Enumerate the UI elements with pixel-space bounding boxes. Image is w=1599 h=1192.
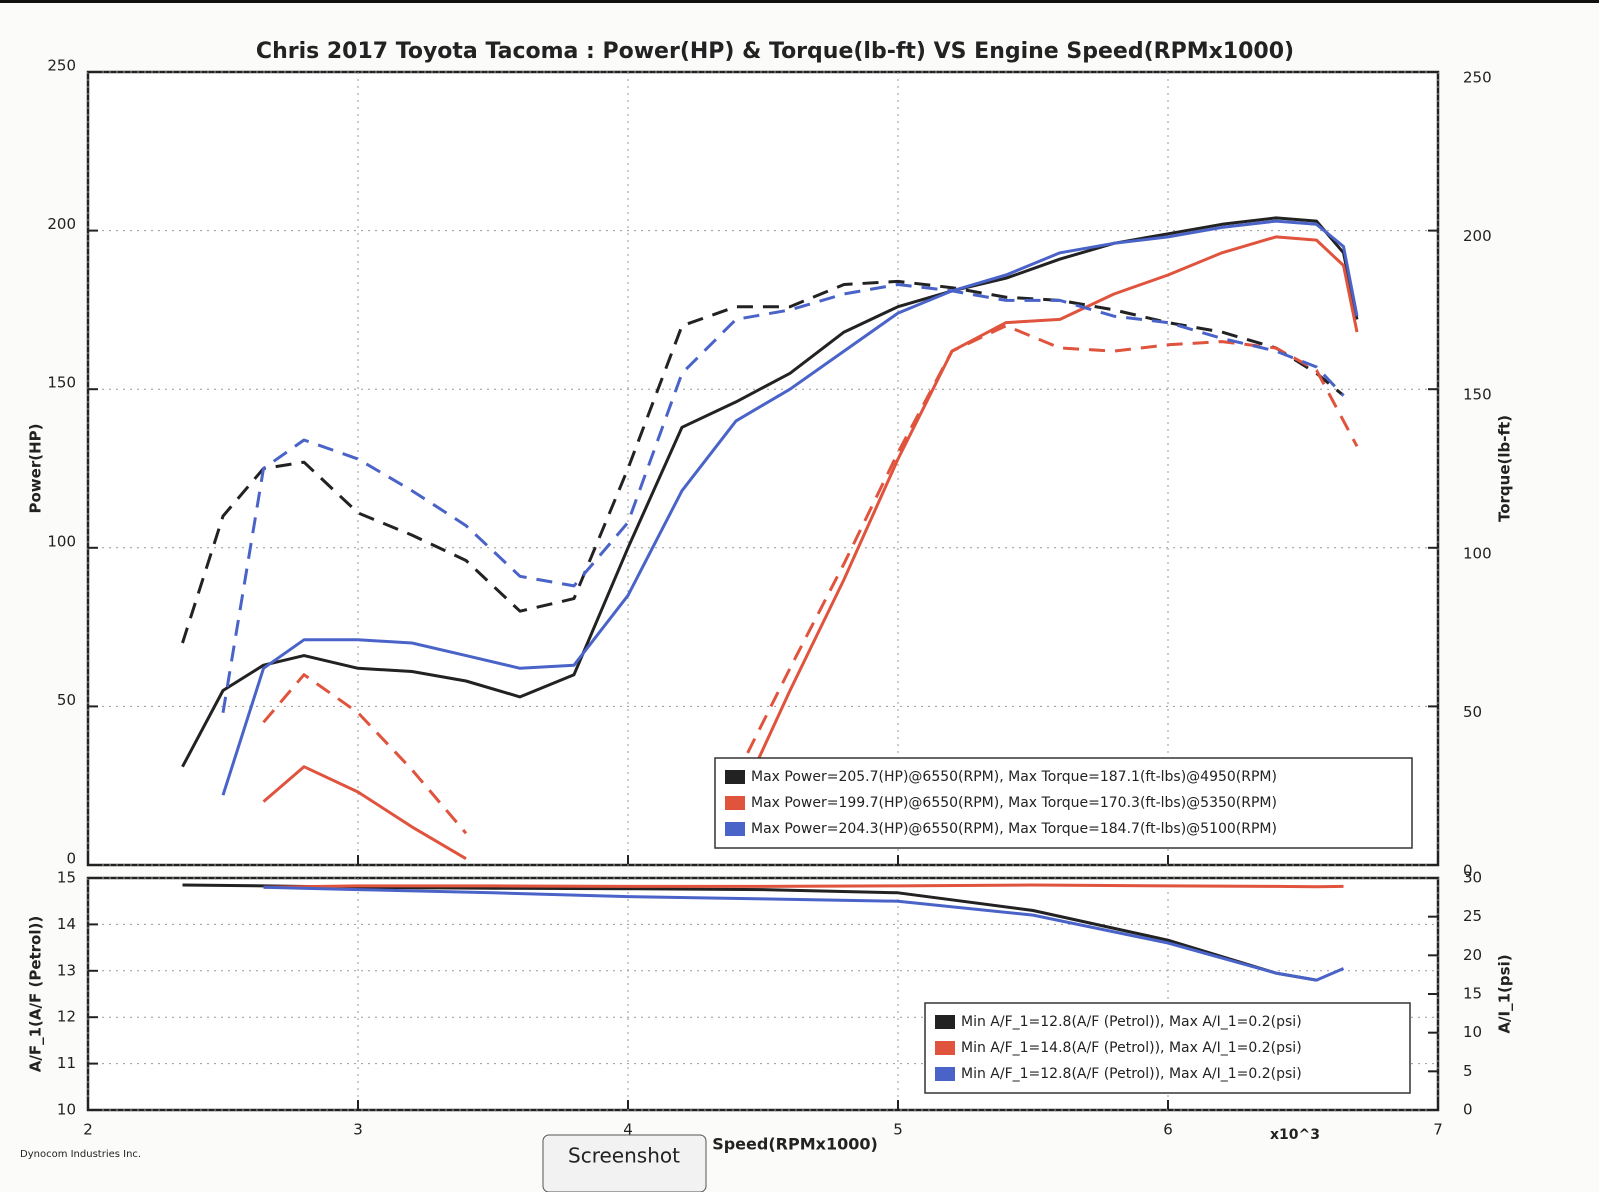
y-axis-label: A/F_1(A/F (Petrol))	[27, 916, 45, 1072]
legend-label: Min A/F_1=14.8(A/F (Petrol)), Max A/I_1=…	[961, 1040, 1302, 1056]
y2-tick-label: 10	[1463, 1023, 1482, 1041]
y-tick-label: 12	[57, 1008, 76, 1026]
y-tick-label: 250	[47, 57, 76, 75]
legend-label: Min A/F_1=12.8(A/F (Petrol)), Max A/I_1=…	[961, 1014, 1302, 1030]
y2-tick-label: 250	[1463, 69, 1492, 87]
line	[263, 885, 1345, 982]
y-tick-label: 100	[47, 532, 76, 550]
screenshot-button[interactable]: Screenshot	[542, 1134, 707, 1192]
line	[262, 235, 1359, 860]
x-tick-label: 7	[1433, 1121, 1443, 1139]
y-tick-label: 150	[47, 374, 76, 392]
legend-swatch	[725, 770, 745, 784]
legend-label: Max Power=199.7(HP)@6550(RPM), Max Torqu…	[751, 795, 1277, 811]
x-tick-label: 2	[83, 1121, 93, 1139]
x-tick-label: 4	[623, 1121, 633, 1139]
button-frame[interactable]	[542, 1134, 707, 1192]
y2-tick-label: 50	[1463, 703, 1482, 721]
legend-swatch	[725, 822, 745, 836]
y-tick-label: 11	[57, 1054, 76, 1072]
y2-tick-label: 25	[1463, 907, 1482, 925]
y-tick-label: 200	[47, 215, 76, 233]
legend-label: Max Power=204.3(HP)@6550(RPM), Max Torqu…	[751, 821, 1277, 837]
y2-axis-label: A/I_1(psi)	[1496, 954, 1514, 1033]
x-tick-label: 3	[353, 1121, 363, 1139]
y-tick-label: 10	[57, 1101, 76, 1119]
top-border	[0, 0, 1599, 3]
legend-swatch	[725, 796, 745, 810]
legend-label: Min A/F_1=12.8(A/F (Petrol)), Max A/I_1=…	[961, 1066, 1302, 1082]
legend-swatch	[935, 1067, 955, 1081]
legend-frame	[924, 1002, 1411, 1094]
legend-label: Max Power=205.7(HP)@6550(RPM), Max Torqu…	[751, 769, 1277, 785]
y2-tick-label: 20	[1463, 946, 1482, 964]
torque-line	[262, 324, 1359, 835]
torque-line	[221, 283, 1345, 713]
y2-tick-label: 5	[1463, 1062, 1473, 1080]
x-tick-label: 6	[1163, 1121, 1173, 1139]
y2-tick-label: 100	[1463, 544, 1492, 562]
y-tick-label: 0	[66, 850, 76, 868]
y2-tick-label: 30	[1463, 869, 1482, 887]
line	[221, 219, 1359, 796]
y2-tick-label: 0	[1463, 862, 1473, 880]
y2-tick-label: 0	[1463, 1101, 1473, 1119]
torque-line	[181, 279, 1345, 644]
line	[181, 216, 1359, 768]
y-tick-label: 14	[57, 915, 76, 933]
legend-swatch	[935, 1041, 955, 1055]
chart-title: Chris 2017 Toyota Tacoma : Power(HP) & T…	[256, 39, 1294, 64]
y-tick-label: 15	[57, 869, 76, 887]
y2-tick-label: 15	[1463, 985, 1482, 1003]
y-axis-label: Power(HP)	[27, 424, 45, 514]
y2-tick-label: 150	[1463, 386, 1492, 404]
y-tick-label: 13	[57, 961, 76, 979]
line	[263, 883, 1344, 889]
x-tick-label: 5	[893, 1121, 903, 1139]
x-axis-label: Speed(RPMx1000)	[712, 1135, 878, 1154]
y2-tick-label: 200	[1463, 227, 1492, 245]
button-label[interactable]: Screenshot	[568, 1144, 680, 1168]
x-multiplier: x10^3	[1270, 1127, 1320, 1143]
legend-frame	[714, 757, 1413, 849]
footer: Dynocom Industries Inc.	[20, 1149, 141, 1160]
plot-frame	[86, 70, 1440, 867]
y2-axis-label: Torque(lb-ft)	[1496, 415, 1514, 522]
legend-swatch	[935, 1015, 955, 1029]
y-tick-label: 50	[57, 691, 76, 709]
